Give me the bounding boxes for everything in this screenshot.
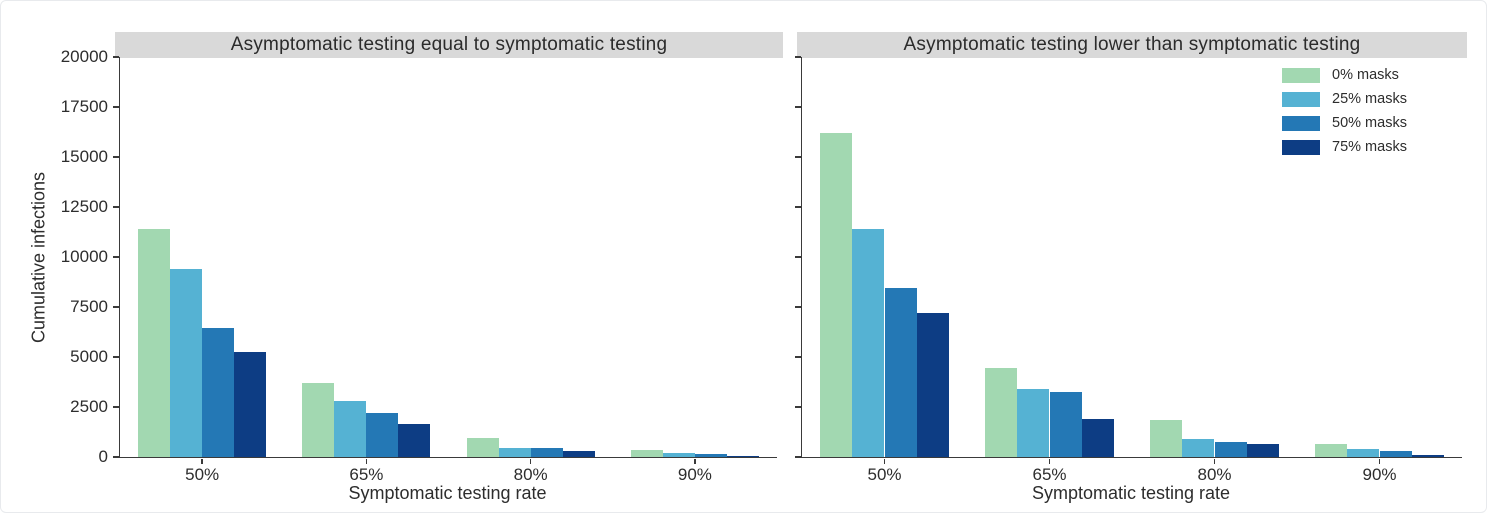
y-tick-label: 12500 xyxy=(60,197,108,216)
bar-80pct-75masks xyxy=(562,451,595,457)
y-tick-mark xyxy=(794,306,801,308)
y-tick-mark xyxy=(112,56,119,58)
bar-65pct-0masks xyxy=(302,383,335,457)
x-tick-mark xyxy=(883,458,886,464)
x-tick-mark xyxy=(694,458,696,464)
plot-area-left: 0 2500 5000 7500 10000 12500 15000 17500 20000 50… xyxy=(61,47,777,484)
bar-90pct-75masks xyxy=(1411,455,1444,457)
legend-label: 0% masks xyxy=(1332,67,1399,83)
bar-50pct-0masks xyxy=(820,133,853,457)
y-tick-mark xyxy=(112,456,119,458)
y-tick-label: 0 xyxy=(98,447,108,466)
bar-90pct-0masks xyxy=(1315,444,1348,457)
bar-65pct-0masks xyxy=(985,368,1018,457)
x-tick-mark xyxy=(365,458,368,464)
x-tick-mark xyxy=(1378,458,1381,464)
y-tick-mark xyxy=(112,406,119,408)
bar-65pct-75masks xyxy=(1081,419,1114,457)
bar-50pct-75masks xyxy=(916,313,949,457)
panel-title-left: Asymptomatic testing equal to symptomati… xyxy=(115,32,783,58)
x-tick-mark xyxy=(1048,458,1051,464)
y-tick-mark xyxy=(794,356,801,358)
legend-swatch-icon xyxy=(1282,139,1320,155)
bar-65pct-25masks xyxy=(1017,389,1050,457)
bar-90pct-50masks xyxy=(694,454,727,457)
bar-50pct-75masks xyxy=(234,352,267,457)
x-axis-label-left: Symptomatic testing rate xyxy=(348,483,547,503)
legend-label: 75% masks xyxy=(1332,139,1407,155)
bar-90pct-0masks xyxy=(630,450,663,457)
y-tick-mark xyxy=(794,456,801,458)
bar-80pct-25masks xyxy=(1182,439,1215,457)
y-tick-mark xyxy=(112,156,119,158)
y-tick-mark xyxy=(794,106,801,108)
bar-65pct-75masks xyxy=(398,424,431,457)
legend-row: 50% masks xyxy=(1282,115,1407,131)
bar-80pct-50masks xyxy=(530,447,563,457)
legend-swatch-icon xyxy=(1282,91,1320,107)
y-tick-label: 10000 xyxy=(60,247,108,266)
y-tick-mark xyxy=(112,356,119,358)
legend-row: 25% masks xyxy=(1282,91,1407,107)
bar-80pct-75masks xyxy=(1246,444,1279,457)
bar-80pct-0masks xyxy=(466,438,499,457)
x-axis-label-right: Symptomatic testing rate xyxy=(1031,483,1231,503)
legend-label: 50% masks xyxy=(1332,115,1407,131)
y-tick-mark xyxy=(794,156,801,158)
y-tick-mark xyxy=(794,56,801,58)
y-axis-label: Cumulative infections xyxy=(28,171,49,344)
x-tick-label: 65% xyxy=(1032,465,1067,484)
legend-swatch-icon xyxy=(1282,115,1320,131)
y-tick-label: 17500 xyxy=(60,97,108,116)
x-tick-mark xyxy=(201,458,203,464)
bar-50pct-0masks xyxy=(138,229,171,457)
y-tick-mark xyxy=(794,206,801,208)
x-tick-label: 50% xyxy=(185,465,220,484)
bar-80pct-50masks xyxy=(1214,442,1247,457)
y-tick-label: 20000 xyxy=(60,47,108,66)
y-tick-label: 15000 xyxy=(60,147,108,166)
plot-area-right: 50% 65% 80% 90% xyxy=(794,56,1462,484)
x-tick-label: 80% xyxy=(1197,465,1232,484)
bar-50pct-25masks xyxy=(852,229,885,457)
bar-65pct-50masks xyxy=(1049,392,1082,457)
bar-90pct-25masks xyxy=(1347,449,1380,457)
panel-title-right: Asymptomatic testing lower than symptoma… xyxy=(797,32,1467,58)
bar-50pct-50masks xyxy=(202,328,235,457)
legend-row: 0% masks xyxy=(1282,67,1407,83)
y-tick-label: 2500 xyxy=(70,397,108,416)
y-tick-label: 5000 xyxy=(70,347,108,366)
y-tick-mark xyxy=(794,406,801,408)
bar-90pct-50masks xyxy=(1379,451,1412,457)
bar-65pct-50masks xyxy=(366,413,399,457)
bar-90pct-75masks xyxy=(726,455,759,457)
y-tick-mark xyxy=(112,106,119,108)
x-tick-mark xyxy=(529,458,532,464)
bar-90pct-25masks xyxy=(662,453,695,457)
bar-50pct-25masks xyxy=(170,269,203,457)
bar-80pct-25masks xyxy=(498,448,531,457)
bar-65pct-25masks xyxy=(334,401,367,457)
x-tick-label: 90% xyxy=(677,465,712,484)
y-tick-mark xyxy=(112,206,119,208)
bar-80pct-0masks xyxy=(1150,420,1183,457)
y-tick-mark xyxy=(112,256,119,258)
x-tick-label: 90% xyxy=(1362,465,1397,484)
y-tick-mark xyxy=(112,306,119,308)
x-tick-label: 80% xyxy=(513,465,548,484)
x-tick-label: 50% xyxy=(867,465,902,484)
y-tick-label: 7500 xyxy=(70,297,108,316)
legend-row: 75% masks xyxy=(1282,139,1407,155)
legend-swatch-icon xyxy=(1282,67,1320,83)
x-tick-mark xyxy=(1213,458,1216,464)
bar-50pct-50masks xyxy=(884,288,917,457)
legend: 0% masks 25% masks 50% masks 75% masks xyxy=(1282,67,1407,155)
legend-label: 25% masks xyxy=(1332,91,1407,107)
y-tick-mark xyxy=(794,256,801,258)
x-tick-label: 65% xyxy=(349,465,384,484)
